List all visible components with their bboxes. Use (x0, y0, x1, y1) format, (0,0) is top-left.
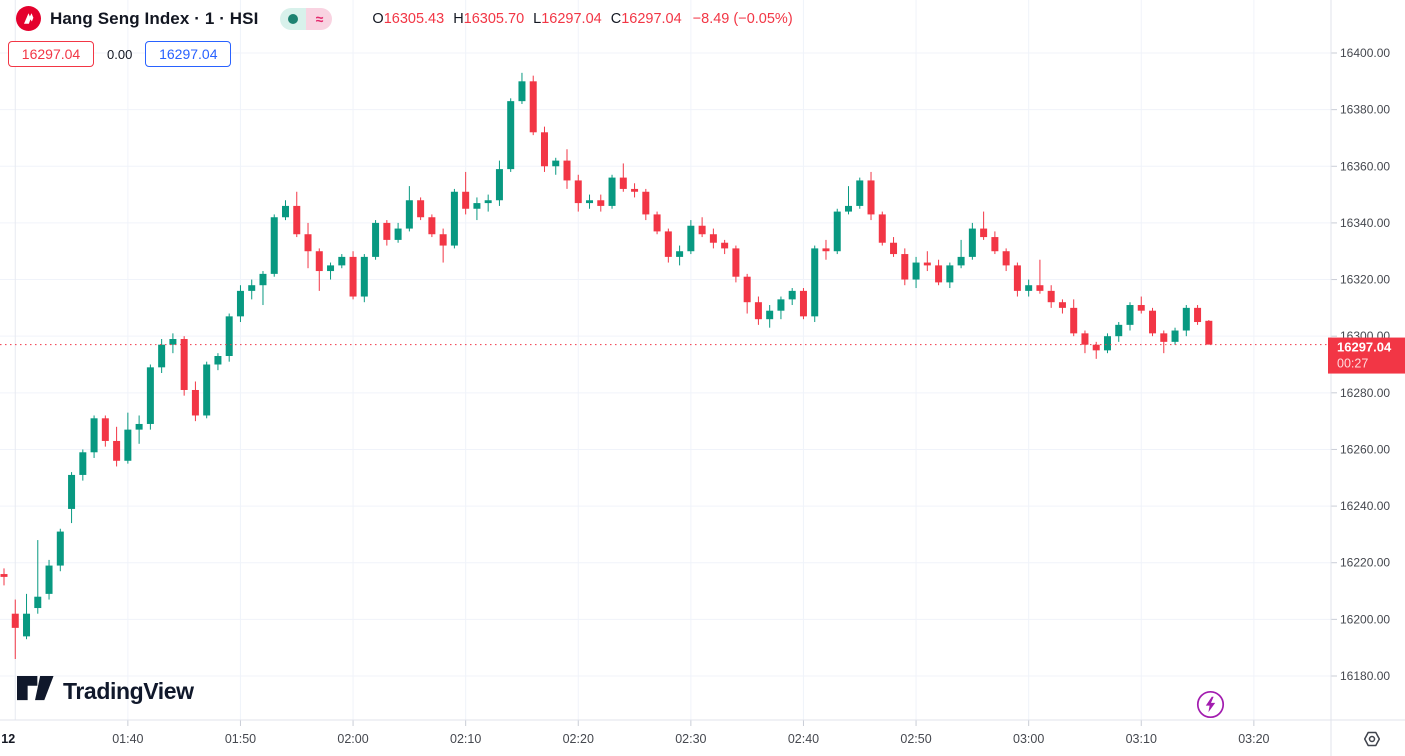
open-value: 16305.43 (383, 10, 445, 27)
svg-text:16180.00: 16180.00 (1340, 669, 1390, 683)
last-price-label: 16297.04 00:27 (1328, 337, 1405, 374)
svg-text:16220.00: 16220.00 (1340, 556, 1390, 570)
sell-price-button[interactable]: 16297.04 (8, 41, 94, 67)
svg-text:12: 12 (1, 732, 15, 746)
svg-text:01:40: 01:40 (112, 732, 143, 746)
svg-text:16360.00: 16360.00 (1340, 159, 1390, 173)
svg-text:02:10: 02:10 (450, 732, 481, 746)
svg-text:16380.00: 16380.00 (1340, 103, 1390, 117)
svg-text:03:10: 03:10 (1126, 732, 1157, 746)
svg-text:03:00: 03:00 (1013, 732, 1044, 746)
open-label: O (372, 10, 384, 27)
svg-text:16200.00: 16200.00 (1340, 612, 1390, 626)
svg-text:02:20: 02:20 (563, 732, 594, 746)
svg-text:00:27: 00:27 (1337, 357, 1368, 371)
svg-text:03:20: 03:20 (1238, 732, 1269, 746)
svg-text:01:50: 01:50 (225, 732, 256, 746)
low-label: L (533, 10, 542, 27)
buy-price-button[interactable]: 16297.04 (145, 41, 232, 67)
trade-buttons-row: 16297.04 0.00 16297.04 (8, 41, 232, 67)
svg-text:16400.00: 16400.00 (1340, 46, 1390, 60)
svg-text:02:30: 02:30 (675, 732, 706, 746)
low-value: 16297.04 (541, 10, 602, 27)
svg-text:16340.00: 16340.00 (1340, 216, 1390, 230)
close-label: C (610, 10, 622, 27)
flash-data-button[interactable] (1196, 690, 1225, 719)
tradingview-logo-icon (17, 676, 54, 706)
high-label: H (453, 10, 464, 27)
svg-text:16280.00: 16280.00 (1340, 386, 1390, 400)
high-value: 16305.70 (463, 10, 525, 27)
svg-text:16240.00: 16240.00 (1340, 499, 1390, 513)
symbol-title[interactable]: Hang Seng Index · 1 · HSI (50, 8, 259, 28)
market-status-pill[interactable]: ≈ (280, 7, 333, 30)
close-value: 16297.04 (621, 10, 682, 27)
axis-settings-gear-icon[interactable] (1362, 729, 1382, 749)
hang-seng-logo-icon (16, 6, 41, 31)
market-open-dot-icon (280, 7, 307, 30)
ohlc-values: O16305.43 H16305.70 L16297.04 C16297.04 … (372, 11, 792, 27)
tradingview-logo[interactable]: TradingView (17, 676, 194, 706)
change-value: −8.49 (−0.05%) (692, 10, 793, 27)
svg-text:16320.00: 16320.00 (1340, 273, 1390, 287)
svg-text:16260.00: 16260.00 (1340, 442, 1390, 456)
chart-legend: Hang Seng Index · 1 · HSI ≈ O16305.43 H1… (16, 6, 793, 31)
spread-value: 0.00 (107, 46, 133, 62)
svg-text:02:50: 02:50 (900, 732, 931, 746)
svg-text:02:40: 02:40 (788, 732, 819, 746)
tradingview-logo-text: TradingView (63, 677, 194, 704)
approx-data-icon: ≈ (306, 7, 333, 30)
svg-text:16297.04: 16297.04 (1337, 340, 1392, 355)
svg-text:02:00: 02:00 (337, 732, 368, 746)
